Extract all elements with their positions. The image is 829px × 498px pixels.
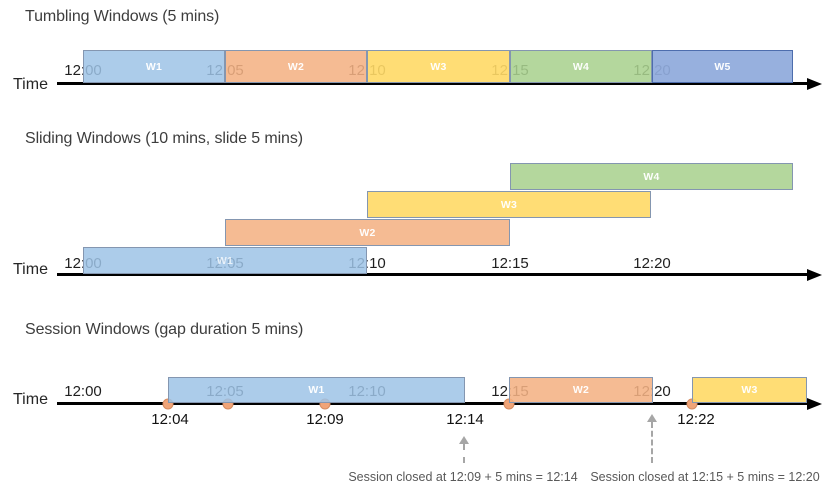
arrow-shaft bbox=[463, 444, 465, 463]
session-axis-line bbox=[57, 402, 808, 405]
sliding-axis-line bbox=[57, 273, 808, 276]
window-label: W4 bbox=[643, 170, 660, 183]
session-tick: 12:00 bbox=[64, 383, 102, 400]
window-label: W1 bbox=[216, 254, 234, 267]
tumbling-time-axis-label: Time bbox=[13, 76, 48, 93]
sliding-tick: 12:20 bbox=[633, 255, 671, 272]
tumbling-title: Tumbling Windows (5 mins) bbox=[25, 8, 220, 25]
arrow-head-icon bbox=[459, 436, 469, 444]
arrow-head-icon bbox=[647, 414, 657, 422]
window-label: W2 bbox=[359, 226, 376, 239]
window-label: W1 bbox=[145, 60, 163, 73]
event-time-label: 12:04 bbox=[151, 411, 189, 428]
tumbling-window-w4: W4 bbox=[510, 50, 652, 83]
event-time-label: 12:09 bbox=[306, 411, 344, 428]
tumbling-window-w2: W2 bbox=[225, 50, 367, 83]
sliding-title: Sliding Windows (10 mins, slide 5 mins) bbox=[25, 130, 303, 147]
tumbling-window-w1: W1 bbox=[83, 50, 225, 83]
session-window-w3: W3 bbox=[692, 377, 807, 403]
window-label: W2 bbox=[287, 60, 305, 73]
session-window-w1: W1 bbox=[168, 377, 465, 403]
session-title: Session Windows (gap duration 5 mins) bbox=[25, 321, 304, 338]
window-label: W2 bbox=[572, 384, 590, 396]
tumbling-axis-line bbox=[57, 82, 808, 85]
sliding-axis-arrow-icon bbox=[807, 269, 822, 281]
event-time-label: 12:14 bbox=[446, 411, 484, 428]
tumbling-window-w3: W3 bbox=[367, 50, 510, 83]
window-label: W3 bbox=[500, 198, 518, 211]
session-closed-note-2: Session closed at 12:15 + 5 mins = 12:20 bbox=[590, 470, 820, 484]
tumbling-window-w5: W5 bbox=[652, 50, 793, 83]
sliding-window-w4: W4 bbox=[510, 163, 793, 190]
session-window-w2: W2 bbox=[509, 377, 653, 403]
window-label: W4 bbox=[572, 60, 590, 73]
event-time-label: 12:22 bbox=[677, 411, 715, 428]
session-axis-arrow-icon bbox=[807, 398, 822, 410]
sliding-time-axis-label: Time bbox=[13, 261, 48, 278]
window-label: W5 bbox=[714, 60, 731, 73]
window-label: W3 bbox=[430, 60, 447, 73]
arrow-shaft bbox=[651, 422, 653, 463]
window-label: W3 bbox=[741, 384, 758, 396]
sliding-tick: 12:15 bbox=[491, 255, 529, 272]
session-time-axis-label: Time bbox=[13, 391, 48, 408]
sliding-window-w2: W2 bbox=[225, 219, 510, 246]
tumbling-axis-arrow-icon bbox=[807, 78, 822, 90]
sliding-window-w3: W3 bbox=[367, 191, 651, 218]
window-label: W1 bbox=[308, 384, 325, 396]
sliding-window-w1: W1 bbox=[83, 247, 367, 274]
session-closed-note-1: Session closed at 12:09 + 5 mins = 12:14 bbox=[348, 470, 578, 484]
